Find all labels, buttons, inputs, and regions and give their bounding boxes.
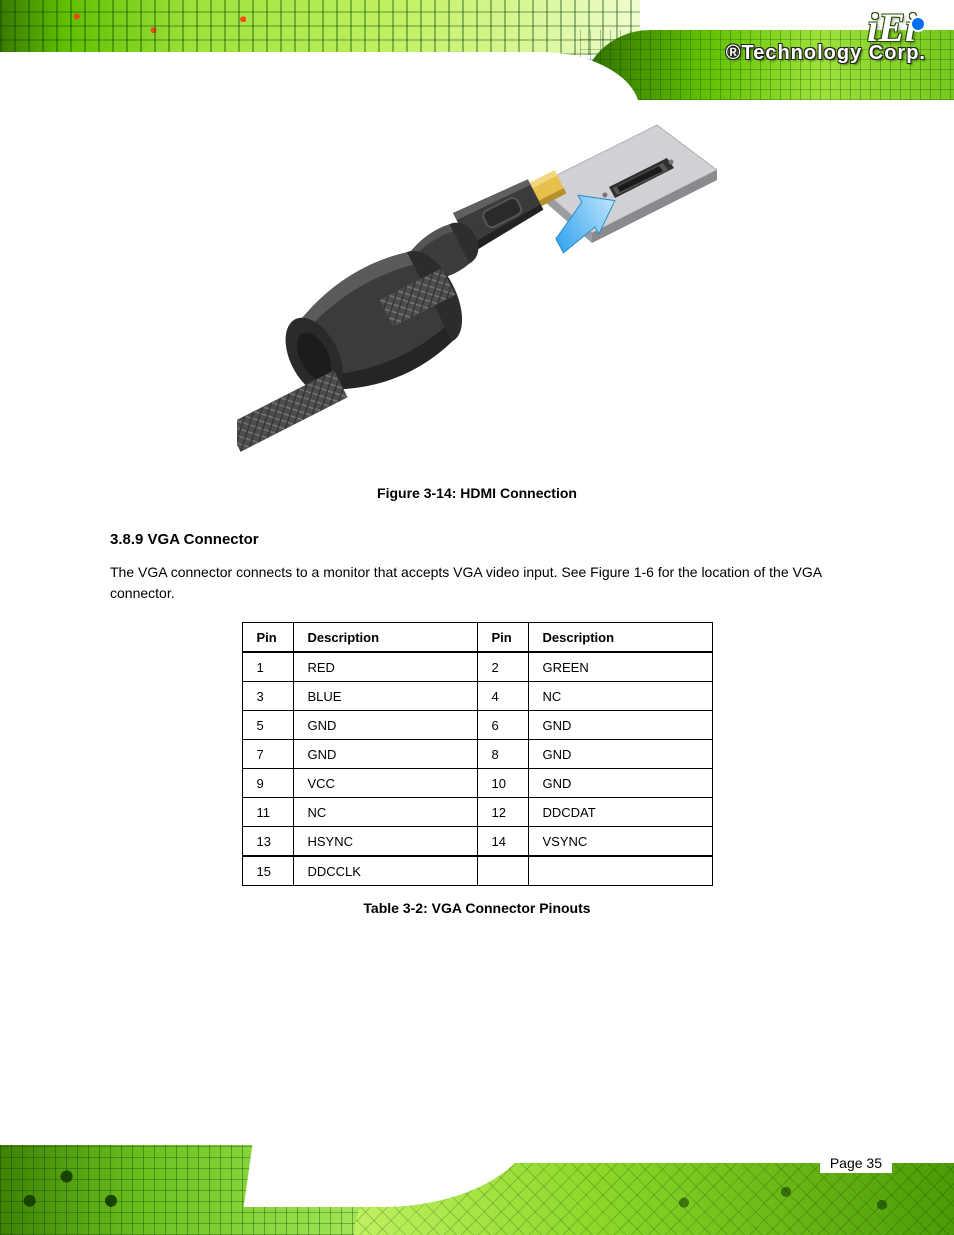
header-circuit-strip bbox=[0, 0, 640, 55]
cell-pin: 1 bbox=[242, 652, 293, 682]
cell-pin: 9 bbox=[242, 769, 293, 798]
cell-pin: 3 bbox=[242, 682, 293, 711]
table-row: 9 VCC 10 GND bbox=[242, 769, 712, 798]
page-footer: Page 35 bbox=[0, 1120, 954, 1235]
cell-pin: 2 bbox=[477, 652, 528, 682]
cell-desc: VSYNC bbox=[528, 827, 712, 857]
cell-pin bbox=[477, 856, 528, 886]
pinout-table-wrap: Pin Description Pin Description 1 RED 2 … bbox=[110, 622, 844, 886]
cell-pin: 11 bbox=[242, 798, 293, 827]
th-pin-right: Pin bbox=[477, 623, 528, 653]
figure-caption-text: HDMI Connection bbox=[460, 485, 577, 501]
cell-pin: 4 bbox=[477, 682, 528, 711]
logo-dot-icon bbox=[912, 18, 924, 30]
cell-desc: GND bbox=[528, 769, 712, 798]
table-caption-prefix: Table 3-2: bbox=[363, 900, 431, 916]
section-heading: 3.8.9 VGA Connector bbox=[110, 531, 844, 548]
cell-desc: DDCCLK bbox=[293, 856, 477, 886]
pinout-table: Pin Description Pin Description 1 RED 2 … bbox=[242, 622, 713, 886]
cell-pin: 6 bbox=[477, 711, 528, 740]
cell-desc: HSYNC bbox=[293, 827, 477, 857]
cell-pin: 8 bbox=[477, 740, 528, 769]
page-content: Figure 3-14: HDMI Connection 3.8.9 VGA C… bbox=[0, 115, 954, 916]
cell-desc: NC bbox=[528, 682, 712, 711]
figure-caption-prefix: Figure 3-14: bbox=[377, 485, 460, 501]
table-row: 11 NC 12 DDCDAT bbox=[242, 798, 712, 827]
cell-desc: GREEN bbox=[528, 652, 712, 682]
cell-desc: VCC bbox=[293, 769, 477, 798]
cell-pin: 5 bbox=[242, 711, 293, 740]
cell-desc: GND bbox=[293, 740, 477, 769]
section-body: The VGA connector connects to a monitor … bbox=[110, 562, 844, 604]
cell-pin: 13 bbox=[242, 827, 293, 857]
hdmi-figure bbox=[110, 115, 844, 475]
header-white-curve bbox=[0, 52, 640, 112]
cell-desc: GND bbox=[528, 711, 712, 740]
cell-pin: 7 bbox=[242, 740, 293, 769]
table-row: 5 GND 6 GND bbox=[242, 711, 712, 740]
table-row: 7 GND 8 GND bbox=[242, 740, 712, 769]
page-header: iEi ®Technology Corp. bbox=[0, 0, 954, 110]
cell-pin: 15 bbox=[242, 856, 293, 886]
cell-desc: BLUE bbox=[293, 682, 477, 711]
table-header-row: Pin Description Pin Description bbox=[242, 623, 712, 653]
cell-pin: 12 bbox=[477, 798, 528, 827]
cell-desc: GND bbox=[293, 711, 477, 740]
page-number: Page 35 bbox=[820, 1153, 892, 1173]
brand-name: ®Technology Corp. bbox=[726, 42, 926, 65]
cell-desc: DDCDAT bbox=[528, 798, 712, 827]
cell-desc: RED bbox=[293, 652, 477, 682]
hdmi-illustration bbox=[237, 115, 717, 475]
cell-desc bbox=[528, 856, 712, 886]
th-desc-right: Description bbox=[528, 623, 712, 653]
table-caption: Table 3-2: VGA Connector Pinouts bbox=[110, 900, 844, 916]
figure-caption: Figure 3-14: HDMI Connection bbox=[110, 485, 844, 501]
table-caption-text: VGA Connector Pinouts bbox=[432, 900, 591, 916]
cell-desc: NC bbox=[293, 798, 477, 827]
table-row: 15 DDCCLK bbox=[242, 856, 712, 886]
table-row: 13 HSYNC 14 VSYNC bbox=[242, 827, 712, 857]
th-pin-left: Pin bbox=[242, 623, 293, 653]
table-row: 3 BLUE 4 NC bbox=[242, 682, 712, 711]
th-desc-left: Description bbox=[293, 623, 477, 653]
cell-pin: 14 bbox=[477, 827, 528, 857]
table-row: 1 RED 2 GREEN bbox=[242, 652, 712, 682]
cell-desc: GND bbox=[528, 740, 712, 769]
cell-pin: 10 bbox=[477, 769, 528, 798]
